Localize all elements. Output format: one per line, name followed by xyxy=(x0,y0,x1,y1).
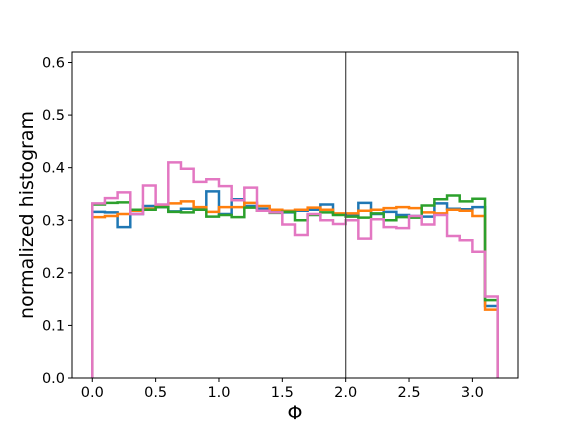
x-tick-label: 0.0 xyxy=(81,385,104,401)
x-tick-label: 1.0 xyxy=(207,385,230,401)
y-tick-label: 0.0 xyxy=(42,371,65,387)
x-tick-label: 3.0 xyxy=(461,385,484,401)
x-axis-ticks: 0.0 0.5 1.0 1.5 2.0 2.5 3.0 xyxy=(81,378,484,401)
axes-frame xyxy=(71,51,519,379)
x-axis-label: Φ xyxy=(288,402,303,424)
x-tick-label: 2.0 xyxy=(334,385,357,401)
y-tick-label: 0.4 xyxy=(42,161,65,177)
y-tick-label: 0.1 xyxy=(42,318,65,334)
x-tick-label: 2.5 xyxy=(398,385,421,401)
plot-area xyxy=(91,52,499,378)
histogram-series-3 xyxy=(91,194,499,378)
y-axis-label: normalized histogram xyxy=(16,111,38,319)
y-tick-label: 0.2 xyxy=(42,266,65,282)
histogram-series-4 xyxy=(91,161,499,378)
x-tick-label: 1.5 xyxy=(271,385,294,401)
x-tick-label: 0.5 xyxy=(144,385,167,401)
y-tick-label: 0.6 xyxy=(42,56,65,72)
y-tick-label: 0.5 xyxy=(42,108,65,124)
y-tick-label: 0.3 xyxy=(42,213,65,229)
y-axis-ticks: 0.0 0.1 0.2 0.3 0.4 0.5 0.6 xyxy=(42,56,72,387)
